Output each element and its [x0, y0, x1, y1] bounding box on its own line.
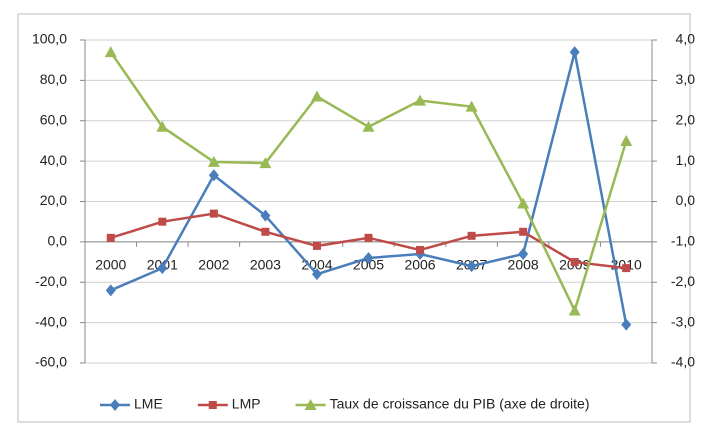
series-marker [416, 245, 425, 254]
x-tick-label: 2006 [404, 257, 435, 273]
series-marker [311, 268, 322, 281]
series-marker [106, 233, 115, 242]
y-tick-label: -60,0 [35, 354, 67, 370]
series-marker [569, 46, 580, 59]
legend-label: LME [134, 396, 163, 412]
series-marker [158, 217, 167, 226]
series-marker [209, 209, 218, 218]
x-tick-label: 2002 [198, 257, 229, 273]
y2-tick-label: -3,0 [671, 313, 695, 329]
y2-tick-label: -1,0 [671, 233, 695, 249]
series-marker [105, 284, 116, 297]
series-marker [621, 318, 632, 331]
y2-tick-label: 2,0 [676, 111, 696, 127]
series-marker [312, 241, 321, 250]
series-marker [519, 227, 528, 236]
series-marker [310, 90, 323, 102]
y-tick-label: 40,0 [40, 152, 67, 168]
y-tick-label: -20,0 [35, 273, 67, 289]
series-marker [363, 252, 374, 265]
series-marker [362, 120, 375, 132]
series-marker [465, 100, 478, 112]
y2-tick-label: -2,0 [671, 273, 695, 289]
x-tick-label: 2000 [95, 257, 126, 273]
series-marker [466, 260, 477, 273]
legend-label: LMP [232, 396, 261, 412]
y2-tick-label: 1,0 [676, 152, 696, 168]
y2-tick-label: 4,0 [676, 31, 696, 47]
x-tick-label: 2008 [508, 257, 539, 273]
series-marker [364, 233, 373, 242]
series-marker [570, 258, 579, 267]
series-marker [261, 227, 270, 236]
y-tick-label: 60,0 [40, 111, 67, 127]
series-marker [414, 94, 427, 106]
y-tick-label: 0,0 [48, 233, 68, 249]
y-tick-label: 100,0 [32, 31, 67, 47]
y-tick-label: 80,0 [40, 71, 67, 87]
series-marker [207, 155, 220, 167]
y2-tick-label: 3,0 [676, 71, 696, 87]
y2-tick-label: -4,0 [671, 354, 695, 370]
legend-marker [304, 399, 317, 410]
legend-marker [208, 401, 217, 409]
chart-border [17, 13, 691, 423]
legend-marker [110, 399, 120, 411]
series-marker [518, 247, 529, 260]
series-marker [260, 209, 271, 222]
y2-tick-label: 0,0 [676, 192, 696, 208]
series-marker [467, 231, 476, 240]
legend-label: Taux de croissance du PIB (axe de droite… [330, 396, 590, 412]
series-marker [104, 46, 117, 58]
series-marker [157, 262, 168, 275]
series-marker [156, 120, 169, 132]
series-marker [622, 264, 631, 273]
series-marker [259, 157, 272, 169]
series-marker [568, 304, 581, 316]
x-tick-label: 2003 [250, 257, 281, 273]
series-marker [620, 134, 633, 146]
series-marker [208, 169, 219, 182]
y-tick-label: -40,0 [35, 313, 67, 329]
y-tick-label: 20,0 [40, 192, 67, 208]
series-marker [517, 197, 530, 209]
x-tick-label: 2004 [301, 257, 332, 273]
